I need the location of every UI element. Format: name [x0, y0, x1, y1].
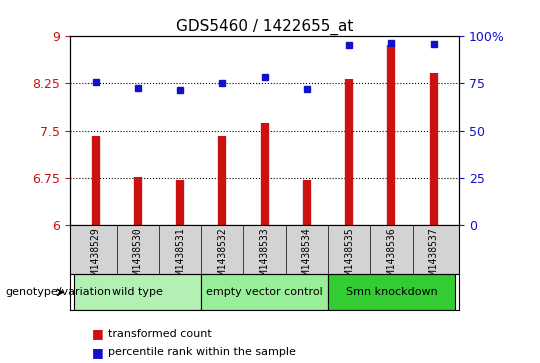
Text: percentile rank within the sample: percentile rank within the sample	[108, 347, 296, 357]
Text: ■: ■	[92, 346, 104, 359]
Text: ■: ■	[92, 327, 104, 340]
FancyBboxPatch shape	[75, 274, 201, 310]
Text: GSM1438532: GSM1438532	[217, 228, 227, 286]
Text: GSM1438534: GSM1438534	[302, 228, 312, 286]
Text: transformed count: transformed count	[108, 329, 212, 339]
Text: GSM1438533: GSM1438533	[260, 228, 269, 286]
FancyBboxPatch shape	[201, 274, 328, 310]
Text: genotype/variation: genotype/variation	[5, 287, 111, 297]
Text: GSM1438530: GSM1438530	[133, 228, 143, 286]
Text: wild type: wild type	[112, 287, 163, 297]
FancyBboxPatch shape	[328, 274, 455, 310]
Text: empty vector control: empty vector control	[206, 287, 323, 297]
Title: GDS5460 / 1422655_at: GDS5460 / 1422655_at	[176, 19, 353, 35]
Text: GSM1438531: GSM1438531	[175, 228, 185, 286]
Text: Smn knockdown: Smn knockdown	[346, 287, 437, 297]
Text: GSM1438537: GSM1438537	[429, 228, 438, 286]
Text: GSM1438536: GSM1438536	[387, 228, 396, 286]
Text: GSM1438529: GSM1438529	[91, 228, 100, 286]
Text: GSM1438535: GSM1438535	[344, 228, 354, 286]
